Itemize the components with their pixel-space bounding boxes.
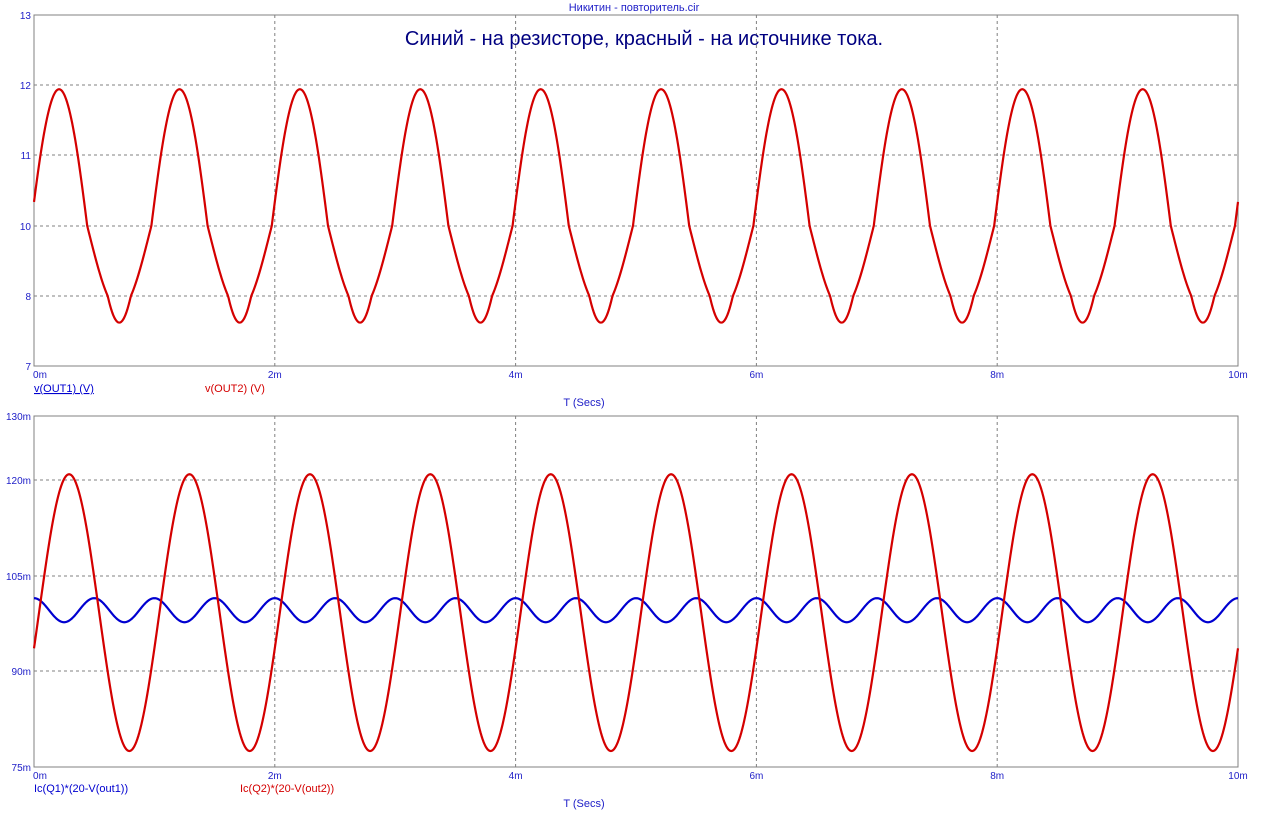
- y-tick-label: 90m: [12, 667, 31, 678]
- bottom-chart-frame: [33, 415, 1239, 768]
- y-tick-label: 8: [25, 292, 31, 303]
- series-line-bottom-0: [33, 597, 1239, 624]
- x-tick-label: 8m: [990, 771, 1004, 782]
- top-chart: 13 12 11 10 8 7 0m 2m 4m 6m 8m 10m Синий - на рези…: [20, 11, 1248, 409]
- y-tick-label: 120m: [6, 476, 31, 487]
- top-chart-x-ticks: 0m 2m 4m 6m 8m 10m: [33, 370, 1248, 381]
- x-tick-label: 10m: [1228, 370, 1247, 381]
- bottom-chart-x-ticks: 0m 2m 4m 6m 8m 10m: [33, 771, 1248, 782]
- bottom-chart-x-axis-label: T (Secs): [563, 798, 604, 810]
- x-tick-label: 10m: [1228, 771, 1247, 782]
- x-tick-label: 0m: [33, 370, 47, 381]
- bottom-chart-series: [32, 473, 1240, 753]
- y-tick-label: 75m: [12, 763, 31, 774]
- top-chart-series: [32, 88, 1240, 324]
- bottom-chart-grid: [34, 416, 1238, 767]
- y-tick-label: 11: [21, 151, 32, 162]
- x-tick-label: 2m: [268, 370, 282, 381]
- y-tick-label: 105m: [6, 572, 31, 583]
- series-line-bottom-1: [32, 473, 1240, 753]
- top-chart-grid: [34, 15, 1238, 366]
- bottom-chart: 130m 120m 105m 90m 75m 0m 2m 4m 6m 8m 10m Ic(Q1)*…: [6, 412, 1248, 810]
- legend-ic-q1[interactable]: Ic(Q1)*(20-V(out1)): [34, 783, 128, 795]
- x-tick-label: 2m: [268, 771, 282, 782]
- legend-v-out1[interactable]: v(OUT1) (V): [34, 383, 94, 395]
- x-tick-label: 8m: [990, 370, 1004, 381]
- window-title: Никитин - повторитель.cir: [569, 2, 700, 14]
- x-tick-label: 4m: [509, 370, 523, 381]
- legend-ic-q2[interactable]: Ic(Q2)*(20-V(out2)): [240, 783, 334, 795]
- y-tick-label: 130m: [6, 412, 31, 423]
- top-chart-x-axis-label: T (Secs): [563, 397, 604, 409]
- y-tick-label: 12: [20, 81, 32, 92]
- x-tick-label: 6m: [749, 370, 763, 381]
- chart-annotation: Синий - на резисторе, красный - на источ…: [405, 28, 883, 50]
- x-tick-label: 4m: [509, 771, 523, 782]
- x-tick-label: 0m: [33, 771, 47, 782]
- top-chart-y-ticks: 13 12 11 10 8 7: [20, 11, 32, 373]
- x-tick-label: 6m: [749, 771, 763, 782]
- y-tick-label: 7: [25, 362, 31, 373]
- top-chart-frame: [33, 14, 1239, 367]
- y-tick-label: 13: [20, 11, 32, 22]
- legend-v-out2[interactable]: v(OUT2) (V): [205, 383, 265, 395]
- series-line-top-1: [32, 88, 1240, 324]
- y-tick-label: 10: [20, 222, 32, 233]
- bottom-chart-y-ticks: 130m 120m 105m 90m 75m: [6, 412, 31, 774]
